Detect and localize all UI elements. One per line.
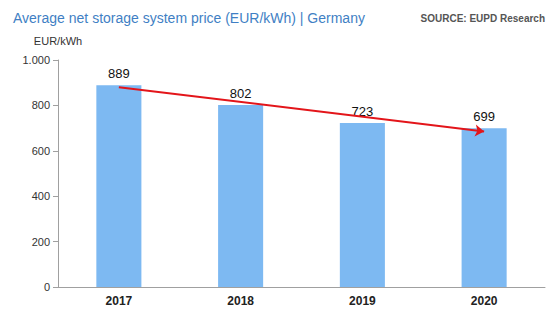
svg-text:1.000: 1.000 <box>22 54 50 66</box>
svg-text:802: 802 <box>230 86 252 101</box>
svg-text:Average net storage system pri: Average net storage system price (EUR/kW… <box>13 10 365 26</box>
svg-text:699: 699 <box>473 109 495 124</box>
svg-text:2019: 2019 <box>349 294 376 308</box>
svg-text:400: 400 <box>32 190 50 202</box>
svg-text:EUR/kWh: EUR/kWh <box>34 35 82 47</box>
svg-text:2018: 2018 <box>227 294 254 308</box>
svg-text:723: 723 <box>351 103 374 119</box>
svg-text:2017: 2017 <box>106 294 133 308</box>
svg-text:889: 889 <box>108 66 130 81</box>
svg-text:SOURCE: EUPD Research: SOURCE: EUPD Research <box>421 13 545 24</box>
svg-text:800: 800 <box>32 99 50 111</box>
svg-text:200: 200 <box>32 236 50 248</box>
svg-text:2020: 2020 <box>471 294 498 308</box>
svg-text:0: 0 <box>44 281 50 293</box>
svg-text:600: 600 <box>32 145 50 157</box>
